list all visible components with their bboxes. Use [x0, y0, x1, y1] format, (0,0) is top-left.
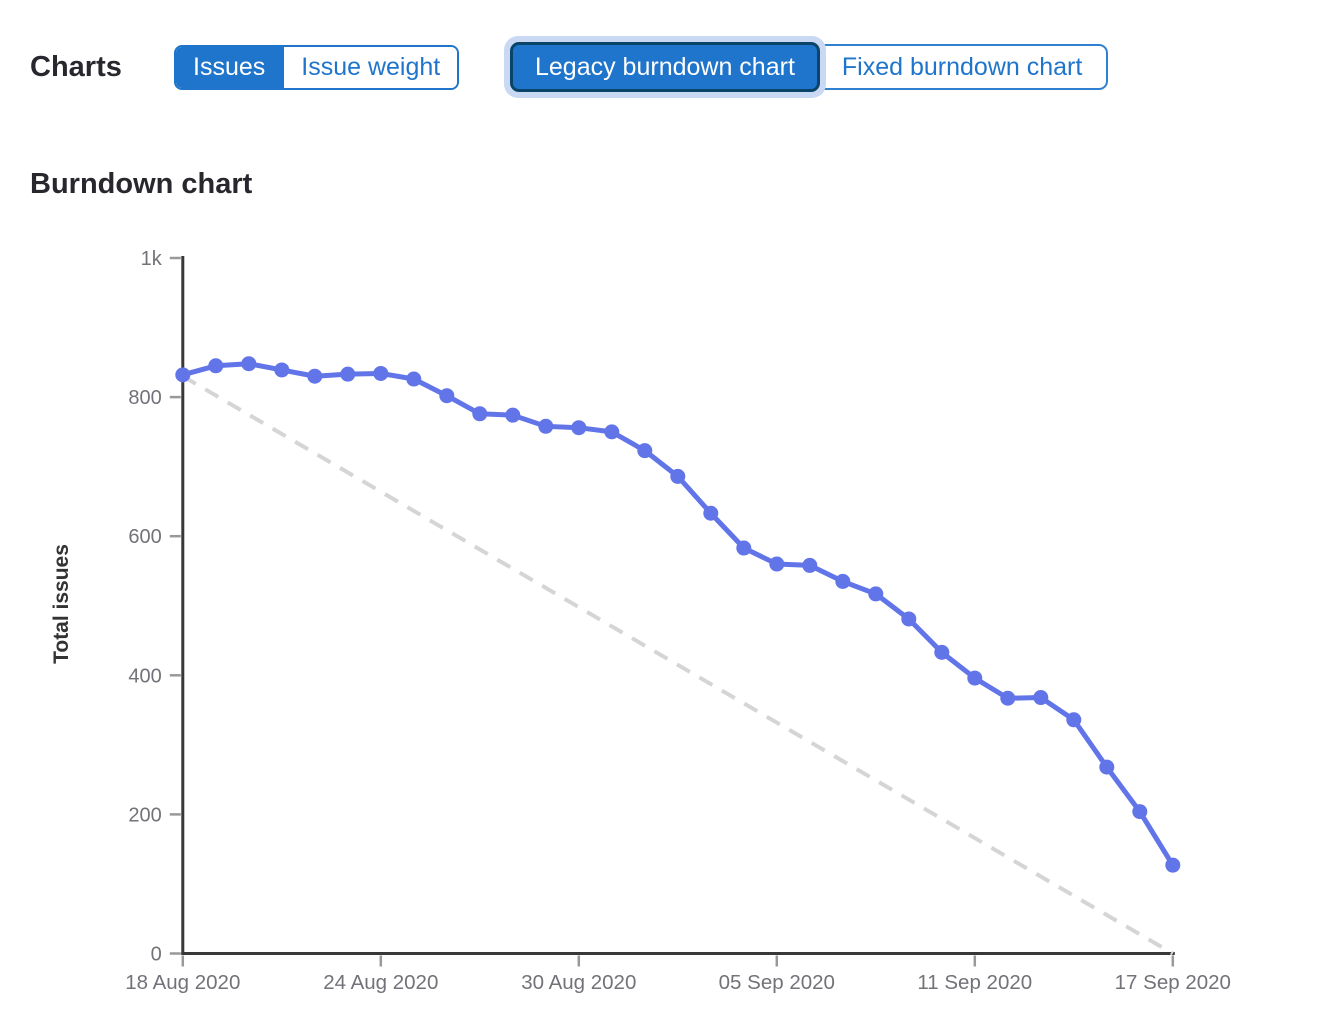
data-point[interactable] [1000, 690, 1016, 706]
data-point[interactable] [1165, 857, 1181, 873]
data-point[interactable] [1033, 690, 1049, 706]
y-tick-label: 0 [151, 944, 162, 966]
metric-toggle-group: Issues Issue weight [174, 45, 460, 90]
data-point[interactable] [241, 356, 257, 372]
x-tick-label: 18 Aug 2020 [125, 971, 240, 994]
data-point[interactable] [175, 367, 191, 383]
data-point[interactable] [274, 362, 290, 378]
data-point[interactable] [439, 388, 455, 404]
y-tick-label: 600 [128, 526, 161, 548]
y-axis-title: Total issues [50, 544, 73, 664]
data-point[interactable] [604, 424, 620, 440]
data-point[interactable] [868, 586, 884, 602]
data-point[interactable] [1066, 712, 1082, 728]
data-point[interactable] [802, 557, 818, 573]
data-point[interactable] [1099, 759, 1115, 775]
y-tick-label: 200 [128, 804, 161, 826]
data-point[interactable] [208, 358, 224, 374]
data-point[interactable] [967, 670, 983, 686]
data-point[interactable] [307, 368, 323, 384]
legacy-burndown-chart-button[interactable]: Legacy burndown chart [510, 42, 820, 92]
x-tick-label: 30 Aug 2020 [521, 971, 636, 994]
series-line[interactable] [182, 361, 1175, 867]
data-point[interactable] [538, 418, 554, 434]
x-tick-label: 11 Sep 2020 [917, 971, 1032, 994]
issues-toggle-button[interactable]: Issues [176, 47, 283, 88]
chart-type-toggle-group: Legacy burndown chart Fixed burndown cha… [504, 36, 1109, 98]
data-point[interactable] [670, 468, 686, 484]
x-tick-label: 17 Sep 2020 [1115, 971, 1231, 994]
y-tick-label: 400 [128, 665, 161, 687]
data-point[interactable] [571, 420, 587, 436]
data-point[interactable] [736, 540, 752, 556]
data-point[interactable] [769, 556, 785, 572]
fixed-burndown-chart-button[interactable]: Fixed burndown chart [817, 44, 1109, 90]
x-tick-label: 05 Sep 2020 [719, 971, 835, 994]
data-point[interactable] [934, 644, 950, 660]
y-tick-label: 1k [141, 248, 163, 270]
data-point[interactable] [373, 365, 389, 381]
data-point[interactable] [505, 407, 521, 423]
data-point[interactable] [901, 611, 917, 627]
charts-section-label: Charts [30, 51, 122, 83]
data-point[interactable] [637, 443, 653, 459]
issue-weight-toggle-button[interactable]: Issue weight [282, 47, 458, 88]
focus-ring: Legacy burndown chart [504, 36, 826, 98]
data-point[interactable] [1132, 804, 1148, 820]
page-title: Burndown chart [30, 168, 253, 200]
guideline-dashed-line [181, 374, 1174, 956]
data-point[interactable] [340, 366, 356, 382]
data-point[interactable] [703, 505, 719, 521]
data-point[interactable] [472, 406, 488, 422]
x-tick-label: 24 Aug 2020 [323, 971, 438, 994]
data-point[interactable] [406, 371, 422, 387]
y-tick-label: 800 [128, 387, 161, 409]
burndown-chart[interactable]: 0 200 400 600 800 1k 18 Aug 2020 24 Aug 2020 30 … [0, 230, 1326, 1028]
burndown-chart-canvas[interactable]: 0 200 400 600 800 1k 18 Aug 2020 24 Aug 2020 30 … [0, 230, 1326, 1028]
data-point[interactable] [835, 573, 851, 589]
